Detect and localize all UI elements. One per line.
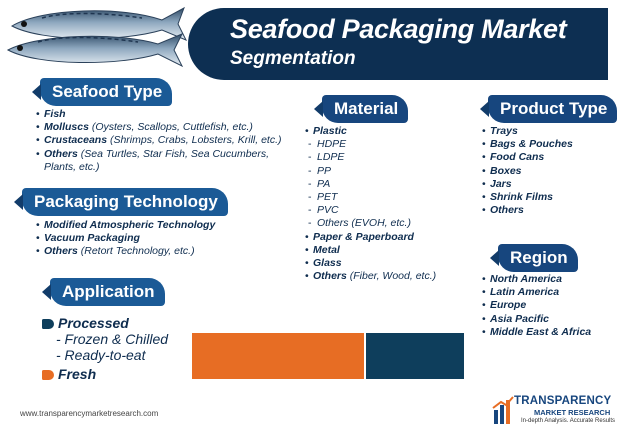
list-item: LDPE [305, 151, 475, 164]
fresh-tag-icon [42, 370, 54, 380]
region-list: North America Latin America Europe Asia … [482, 273, 617, 339]
brand-name: TRANSPARENCY [514, 395, 612, 407]
list-item: Food Cans [482, 151, 612, 164]
list-item: Paper & Paperboard [305, 231, 475, 244]
application-sub-item: - Frozen & Chilled [56, 331, 169, 347]
fish-illustration [6, 6, 188, 68]
list-item: Trays [482, 125, 612, 138]
page-title: Seafood Packaging Market [230, 14, 567, 44]
region-header: Region [490, 244, 578, 272]
brand-subname: MARKET RESEARCH [534, 408, 611, 417]
list-item: Others (Fiber, Wood, etc.) [305, 270, 475, 283]
list-item: Others (Retort Technology, etc.) [36, 245, 296, 258]
list-item: Shrink Films [482, 191, 612, 204]
tmr-logo-icon [492, 396, 514, 424]
product-type-header: Product Type [479, 95, 618, 123]
list-item: Metal [305, 244, 475, 257]
fish-icon [6, 33, 184, 68]
list-item: Boxes [482, 165, 612, 178]
list-item: PP [305, 165, 475, 178]
footer-url[interactable]: www.transparencymarketresearch.com [20, 409, 159, 418]
list-item: PVC [305, 204, 475, 217]
teal-block [366, 333, 464, 379]
list-item: Molluscs (Oysters, Scallops, Cuttlefish,… [36, 121, 296, 134]
list-item: Modified Atmospheric Technology [36, 219, 296, 232]
list-item: PET [305, 191, 475, 204]
application-processed: Processed [58, 315, 129, 331]
list-item: Vacuum Packaging [36, 232, 296, 245]
material-header: Material [313, 95, 409, 123]
fish-icon [10, 6, 188, 41]
title-banner [188, 8, 608, 80]
list-item: Europe [482, 299, 617, 312]
seafood-type-list: Fish Molluscs (Oysters, Scallops, Cuttle… [36, 108, 296, 174]
processed-tag-icon [42, 319, 54, 329]
list-item: HDPE [305, 138, 475, 151]
orange-block [192, 333, 364, 379]
list-item: Crustaceans (Shrimps, Crabs, Lobsters, K… [36, 134, 296, 147]
list-item: Fish [36, 108, 296, 121]
product-type-list: Trays Bags & Pouches Food Cans Boxes Jar… [482, 125, 612, 218]
list-item: Asia Pacific [482, 313, 617, 326]
application-header: Application [42, 278, 165, 306]
list-item: PA [305, 178, 475, 191]
list-item: Plastic [305, 125, 475, 138]
list-item: Others (EVOH, etc.) [305, 217, 475, 230]
list-item: Others (Sea Turtles, Star Fish, Sea Cucu… [36, 148, 284, 174]
application-sub-item: - Ready-to-eat [56, 347, 146, 363]
application-fresh: Fresh [58, 366, 97, 382]
material-list: Plastic HDPE LDPE PP PA PET PVC Others (… [305, 125, 475, 284]
brand-tagline: In-depth Analysis. Accurate Results [521, 418, 616, 424]
list-item: Glass [305, 257, 475, 270]
list-item: North America [482, 273, 617, 286]
list-item: Middle East & Africa [482, 326, 617, 339]
packaging-technology-header: Packaging Technology [14, 188, 228, 216]
list-item: Latin America [482, 286, 617, 299]
list-item: Others [482, 204, 612, 217]
list-item: Jars [482, 178, 612, 191]
seafood-type-header: Seafood Type [31, 78, 173, 106]
list-item: Bags & Pouches [482, 138, 612, 151]
page-subtitle: Segmentation [230, 48, 356, 69]
packaging-technology-list: Modified Atmospheric Technology Vacuum P… [36, 219, 296, 259]
